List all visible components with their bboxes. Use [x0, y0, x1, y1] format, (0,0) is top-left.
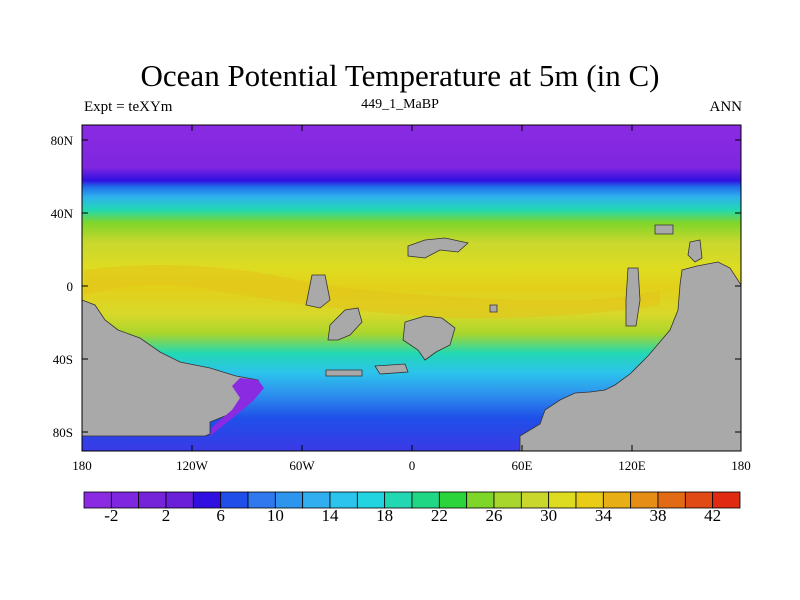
- land-south-island-d: [374, 363, 409, 375]
- lon-label-180w: 180: [72, 458, 92, 473]
- land-north-center: [407, 237, 469, 259]
- lon-label-120e: 120E: [618, 458, 646, 473]
- lat-label-80s: 80S: [52, 425, 73, 440]
- time-label: 449_1_MaBP: [361, 97, 439, 112]
- experiment-label: Expt = teXYm: [84, 99, 173, 115]
- colorbar-label: 26: [485, 506, 503, 525]
- colorbar-label: 14: [321, 506, 339, 525]
- colorbar-label: 18: [376, 506, 394, 525]
- lon-label-0: 0: [408, 458, 416, 473]
- land-india-strip: [625, 267, 641, 327]
- lon-label-180e: 180: [731, 458, 751, 473]
- colorbar-label: -2: [104, 506, 119, 525]
- colorbar: [83, 491, 741, 509]
- colorbar-label: 22: [430, 506, 448, 525]
- colorbar-label: 6: [216, 506, 225, 525]
- land-ne-islet: [654, 224, 674, 235]
- cold-pocket: [210, 378, 264, 436]
- colorbar-label: 38: [649, 506, 667, 525]
- lat-label-40n: 40N: [50, 206, 73, 221]
- lon-label-120w: 120W: [176, 458, 208, 473]
- axis-ticks: [82, 125, 741, 451]
- colorbar-label: 30: [540, 506, 558, 525]
- land-australia-east: [519, 261, 742, 452]
- land-south-island-a: [327, 307, 363, 341]
- land-south-island-c: [325, 369, 363, 377]
- lat-label-40s: 40S: [52, 352, 73, 367]
- map-title: Ocean Potential Temperature at 5m (in C): [140, 58, 660, 93]
- lon-label-60w: 60W: [289, 458, 315, 473]
- lat-label-0: 0: [66, 279, 74, 294]
- lon-label-60e: 60E: [511, 458, 533, 473]
- colorbar-label: 2: [161, 506, 171, 525]
- warm-band: [84, 265, 660, 319]
- colorbar-label: 42: [704, 506, 722, 525]
- land-equatorial-island: [305, 274, 331, 309]
- lat-label-80n: 80N: [50, 133, 73, 148]
- colorbar-label: 10: [266, 506, 284, 525]
- colorbar-box: [712, 491, 741, 509]
- land-small-islet: [489, 304, 498, 313]
- land-west-pacific: [687, 239, 703, 263]
- colorbar-label: 34: [594, 506, 612, 525]
- land-south-island-b: [402, 315, 456, 361]
- season-label: ANN: [709, 99, 743, 115]
